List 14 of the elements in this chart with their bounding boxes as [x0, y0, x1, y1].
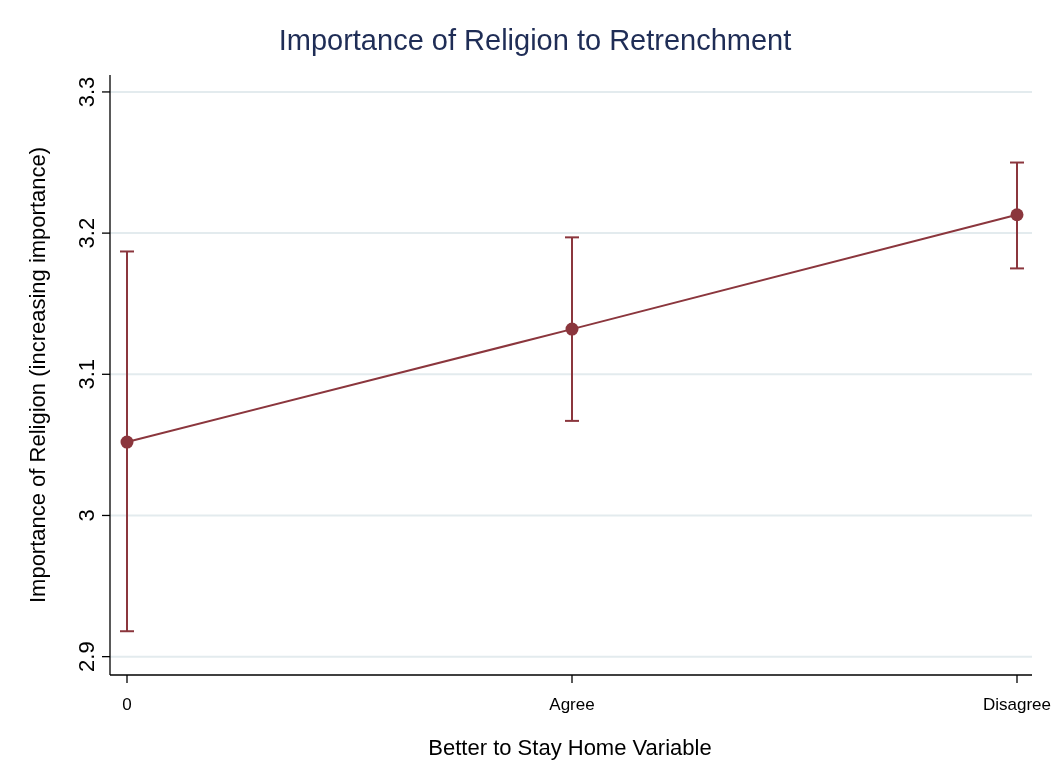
- chart-title: Importance of Religion to Retrenchment: [278, 24, 792, 56]
- y-tick-label: 2.9: [74, 641, 99, 672]
- x-tick-label: 0: [122, 695, 132, 714]
- point: [1010, 208, 1024, 222]
- point: [565, 322, 579, 336]
- y-axis-title: Importance of Religion (increasing importance): [25, 146, 50, 604]
- y-tick-label: 3.3: [74, 76, 99, 108]
- point: [120, 435, 134, 449]
- x-axis-title: Better to Stay Home Variable: [428, 735, 712, 760]
- x-tick-label: Disagree: [982, 695, 1052, 714]
- y-tick-label: 3.2: [74, 217, 99, 249]
- x-tick-label: Agree: [549, 695, 595, 714]
- y-tick-label: 3.1: [74, 359, 99, 390]
- y-tick-label: 3: [74, 509, 99, 522]
